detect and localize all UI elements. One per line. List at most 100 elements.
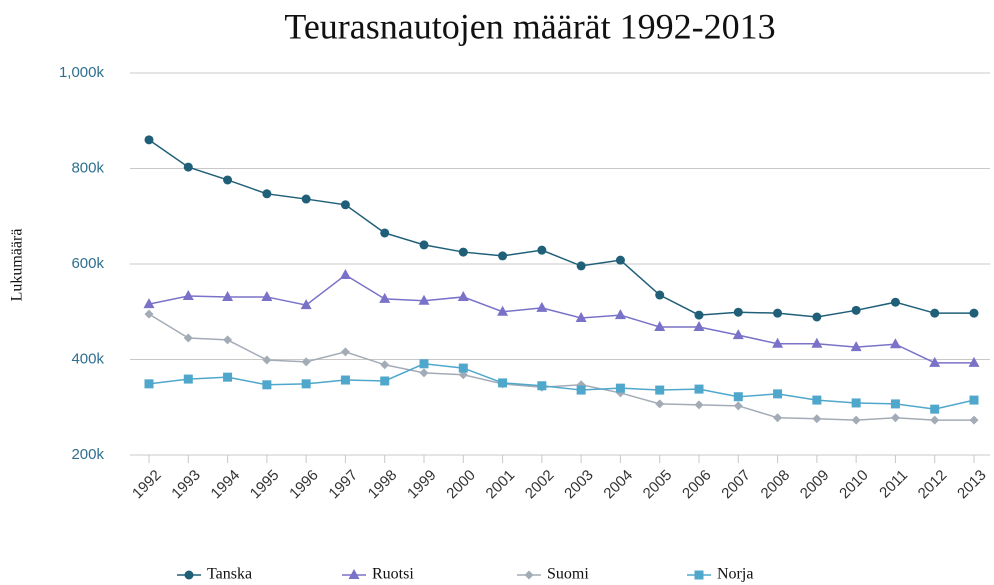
x-tick-label: 2001 [483, 467, 519, 503]
data-point [772, 337, 784, 348]
data-point [733, 392, 743, 402]
data-point [301, 194, 311, 204]
data-point [380, 228, 390, 238]
data-point [575, 311, 587, 322]
data-point [340, 375, 350, 385]
x-tick-label: 1995 [247, 467, 283, 503]
data-point [144, 379, 154, 389]
data-point [143, 298, 155, 309]
data-point [418, 294, 430, 305]
data-point [537, 381, 547, 391]
legend-marker [348, 569, 360, 579]
data-point [498, 251, 508, 261]
data-point [339, 268, 351, 279]
legend-label: Ruotsi [372, 566, 414, 583]
data-point [655, 290, 665, 300]
data-point [223, 335, 233, 345]
data-point [419, 240, 429, 250]
data-point [380, 360, 390, 370]
data-point [183, 162, 193, 172]
x-tick-label: 1994 [208, 467, 244, 503]
y-tick-label: 200k [71, 446, 104, 463]
data-point [301, 379, 311, 389]
data-point [655, 385, 665, 395]
data-point [576, 261, 586, 271]
x-tick-label: 2003 [561, 467, 597, 503]
data-point [497, 305, 509, 316]
data-point [144, 309, 154, 319]
data-point [654, 321, 666, 332]
data-point [969, 308, 979, 318]
data-point [812, 414, 822, 424]
data-point [340, 200, 350, 210]
data-point [615, 383, 625, 393]
data-point [733, 307, 743, 317]
legend-marker [184, 570, 194, 580]
x-tick-label: 2011 [876, 467, 911, 502]
y-tick-label: 600k [71, 255, 104, 272]
data-point [223, 372, 233, 382]
x-tick-label: 1996 [286, 467, 322, 503]
data-point [850, 341, 862, 352]
data-point [773, 308, 783, 318]
x-tick-label: 2005 [640, 467, 676, 503]
data-point [576, 385, 586, 395]
data-point [812, 312, 822, 322]
data-point [851, 305, 861, 315]
data-point [732, 329, 744, 340]
data-point [537, 245, 547, 255]
x-tick-label: 2009 [797, 467, 833, 503]
legend-label: Suomi [547, 566, 589, 583]
x-tick-label: 2013 [954, 467, 990, 503]
x-tick-label: 2007 [718, 467, 754, 503]
series-line [148, 139, 974, 318]
x-tick-label: 1997 [325, 467, 361, 503]
x-tick-label: 2012 [915, 467, 951, 503]
data-point [183, 374, 193, 384]
data-point [419, 368, 429, 378]
legend-marker [524, 570, 534, 580]
data-point [929, 356, 941, 367]
data-point [930, 308, 940, 318]
series-line [148, 363, 975, 410]
data-point [458, 247, 468, 257]
data-point [733, 401, 743, 411]
data-point [890, 413, 900, 423]
series-line [148, 313, 974, 421]
y-tick-label: 1,000k [59, 64, 105, 81]
data-point [183, 333, 193, 343]
data-point [300, 299, 312, 310]
data-point [773, 389, 783, 399]
data-point [536, 301, 548, 312]
x-tick-label: 1992 [129, 467, 165, 503]
x-tick-label: 1999 [404, 467, 440, 503]
data-point [457, 290, 469, 301]
data-point [890, 297, 900, 307]
data-point [301, 357, 311, 367]
chart-title: Teurasnautojen määrät 1992-2013 [284, 6, 775, 46]
data-point [812, 395, 822, 405]
data-point [694, 384, 704, 394]
data-point [261, 290, 273, 301]
data-point [182, 289, 194, 300]
x-tick-label: 1998 [365, 467, 401, 503]
x-tick-label: 1993 [168, 467, 204, 503]
x-tick-label: 2008 [758, 467, 794, 503]
data-point [498, 378, 508, 388]
y-tick-label: 800k [71, 159, 104, 176]
data-point [693, 321, 705, 332]
data-point [614, 309, 626, 320]
legend-marker [694, 570, 704, 580]
x-tick-label: 2000 [443, 467, 479, 503]
data-point [262, 380, 272, 390]
data-point [694, 400, 704, 410]
y-axis-title: Lukumäärä [9, 229, 26, 302]
data-point [340, 347, 350, 357]
data-point [262, 355, 272, 365]
x-tick-label: 2002 [522, 467, 558, 503]
data-point [930, 415, 940, 425]
data-point [773, 413, 783, 423]
data-point [969, 415, 979, 425]
data-point [968, 356, 980, 367]
